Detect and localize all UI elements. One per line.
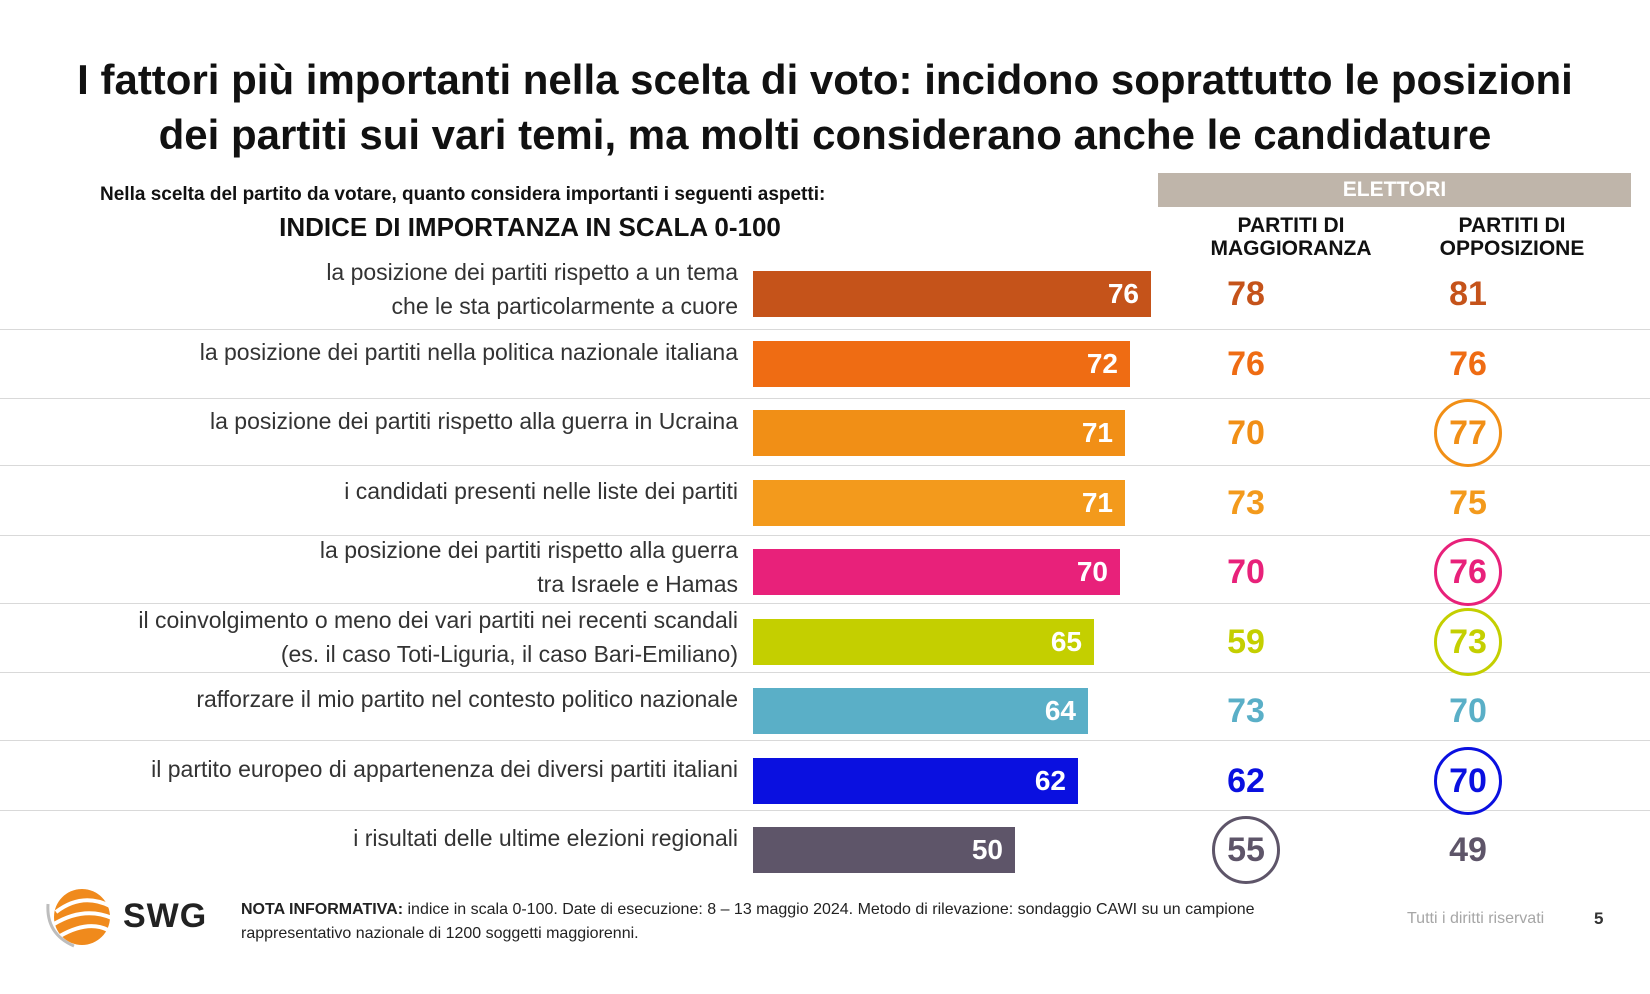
- swg-logo-text: SWG: [123, 897, 208, 935]
- row-separator: [0, 603, 1650, 604]
- swg-logo-icon: [46, 889, 113, 948]
- value-maggioranza: 76: [1227, 345, 1265, 383]
- bar-value-label: 71: [1081, 417, 1113, 448]
- row-label-line1: la posizione dei partiti nella politica …: [199, 339, 738, 365]
- value-maggioranza: 73: [1227, 692, 1265, 730]
- row-separator: [0, 329, 1650, 330]
- bar-value-label: 71: [1081, 487, 1113, 518]
- row-label-line2: tra Israele e Hamas: [537, 571, 738, 597]
- bar: 71: [753, 480, 1125, 526]
- bar-value-label: 76: [1107, 278, 1139, 309]
- value-maggioranza: 70: [1227, 414, 1265, 452]
- bar: 76: [753, 271, 1151, 317]
- note-line1: indice in scala 0-100. Date di esecuzion…: [403, 901, 1255, 918]
- row-separator: [0, 810, 1650, 811]
- value-opposizione: 81: [1449, 275, 1487, 313]
- bar-value-label: 70: [1076, 556, 1108, 587]
- title-line-1: I fattori più importanti nella scelta di…: [77, 56, 1573, 103]
- value-opposizione: 49: [1449, 831, 1487, 869]
- row-label-line1: i risultati delle ultime elezioni region…: [353, 825, 738, 851]
- note-line2: rappresentativo nazionale di 1200 sogget…: [241, 925, 639, 942]
- column-header-maggioranza-line1: PARTITI DI: [1237, 214, 1345, 237]
- rights-text: Tutti i diritti riservati: [1407, 910, 1545, 927]
- row-label-line1: la posizione dei partiti rispetto alla g…: [209, 408, 738, 434]
- row-label: il partito europeo di appartenenza dei d…: [151, 752, 738, 786]
- column-header-opposizione: PARTITI DI OPPOSIZIONE: [1402, 214, 1622, 260]
- bar: 72: [753, 341, 1130, 387]
- value-opposizione: 73: [1434, 608, 1502, 676]
- row-label-line1: il coinvolgimento o meno dei vari partit…: [138, 607, 738, 633]
- bar-value-label: 65: [1050, 626, 1082, 657]
- value-opposizione: 76: [1449, 345, 1487, 383]
- page-number: 5: [1594, 909, 1604, 928]
- bar: 50: [753, 827, 1015, 873]
- value-maggioranza: 70: [1227, 553, 1265, 591]
- elettori-header: ELETTORI: [1158, 173, 1631, 207]
- value-maggioranza: 62: [1227, 762, 1265, 800]
- value-opposizione: 70: [1449, 692, 1487, 730]
- bar-value-label: 72: [1086, 348, 1118, 379]
- row-label: la posizione dei partiti nella politica …: [200, 335, 738, 369]
- row-separator: [0, 740, 1650, 741]
- value-opposizione: 70: [1434, 747, 1502, 815]
- row-label-line2: che le sta particolarmente a cuore: [391, 293, 738, 319]
- row-label-line1: la posizione dei partiti rispetto a un t…: [326, 259, 738, 285]
- title-line-2: dei partiti sui vari temi, ma molti cons…: [158, 111, 1492, 158]
- note-label: NOTA INFORMATIVA:: [241, 901, 404, 918]
- value-maggioranza: 59: [1227, 623, 1265, 661]
- column-header-maggioranza: PARTITI DI MAGGIORANZA: [1181, 214, 1401, 260]
- row-label: rafforzare il mio partito nel contesto p…: [196, 682, 738, 716]
- value-maggioranza: 55: [1212, 816, 1280, 884]
- survey-question: Nella scelta del partito da votare, quan…: [100, 184, 826, 205]
- row-separator: [0, 672, 1650, 673]
- value-opposizione: 77: [1434, 399, 1502, 467]
- row-label-line1: il partito europeo di appartenenza dei d…: [151, 756, 738, 782]
- column-header-maggioranza-line2: MAGGIORANZA: [1210, 237, 1372, 260]
- bar-value-label: 50: [971, 834, 1003, 865]
- page-title: I fattori più importanti nella scelta di…: [0, 52, 1650, 162]
- value-opposizione: 76: [1434, 538, 1502, 606]
- bar: 71: [753, 410, 1125, 456]
- row-separator: [0, 465, 1650, 466]
- bar-value-label: 64: [1044, 695, 1076, 726]
- value-maggioranza: 73: [1227, 484, 1265, 522]
- column-header-opposizione-line2: OPPOSIZIONE: [1439, 237, 1585, 260]
- bar: 62: [753, 758, 1078, 804]
- column-header-opposizione-line1: PARTITI DI: [1458, 214, 1566, 237]
- row-label: i risultati delle ultime elezioni region…: [353, 821, 738, 855]
- row-separator: [0, 398, 1650, 399]
- row-label: i candidati presenti nelle liste dei par…: [344, 474, 738, 508]
- row-label-line1: rafforzare il mio partito nel contesto p…: [196, 686, 738, 712]
- bar: 65: [753, 619, 1094, 665]
- bar-value-label: 62: [1034, 765, 1066, 796]
- row-label-line1: i candidati presenti nelle liste dei par…: [344, 478, 738, 504]
- row-label-line1: la posizione dei partiti rispetto alla g…: [319, 537, 738, 563]
- value-maggioranza: 78: [1227, 275, 1265, 313]
- row-separator: [0, 535, 1650, 536]
- row-label-line2: (es. il caso Toti-Liguria, il caso Bari-…: [280, 641, 738, 667]
- chart-subtitle: INDICE DI IMPORTANZA IN SCALA 0-100: [279, 212, 781, 242]
- bar: 70: [753, 549, 1120, 595]
- row-label: la posizione dei partiti rispetto a un t…: [326, 255, 738, 323]
- footer-note: NOTA INFORMATIVA: indice in scala 0-100.…: [241, 898, 1341, 946]
- row-label: la posizione dei partiti rispetto alla g…: [320, 533, 738, 601]
- row-label: il coinvolgimento o meno dei vari partit…: [138, 603, 738, 671]
- bar: 64: [753, 688, 1088, 734]
- row-label: la posizione dei partiti rispetto alla g…: [210, 404, 738, 438]
- value-opposizione: 75: [1449, 484, 1487, 522]
